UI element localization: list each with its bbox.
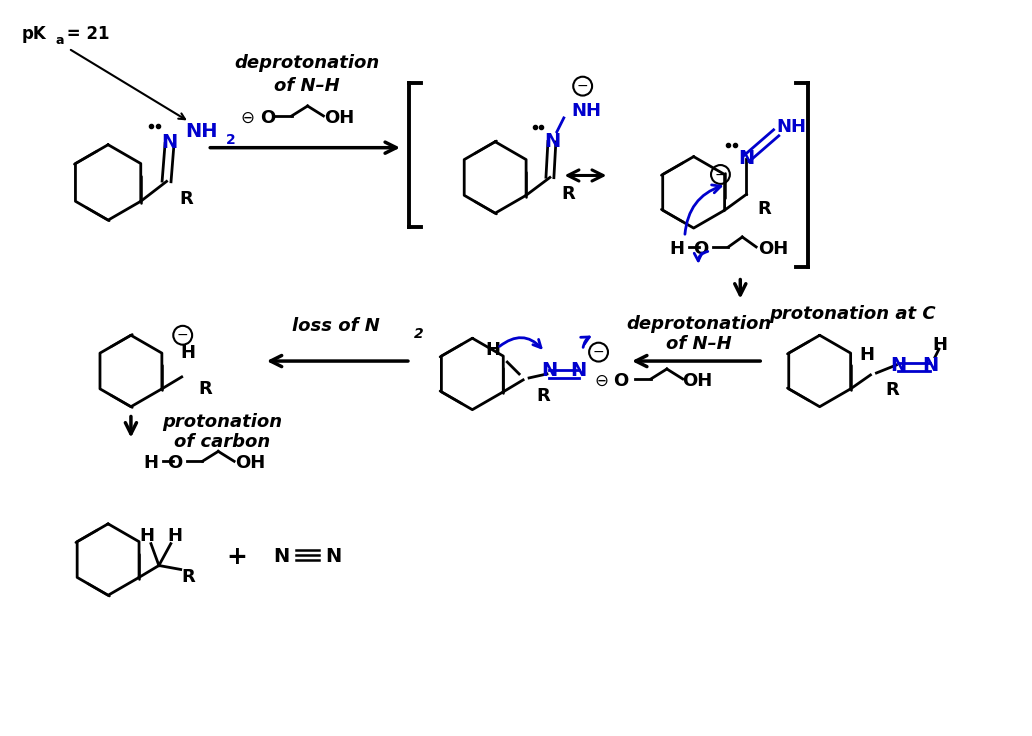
- Text: NH: NH: [185, 122, 218, 141]
- Text: N: N: [544, 132, 560, 151]
- Text: H: H: [486, 341, 501, 359]
- Text: NH: NH: [776, 118, 806, 136]
- Text: O: O: [260, 109, 276, 127]
- Text: OH: OH: [235, 454, 265, 473]
- Text: H: H: [181, 344, 195, 362]
- Text: N: N: [541, 361, 557, 381]
- Text: N: N: [325, 547, 342, 566]
- Text: N: N: [273, 547, 290, 566]
- Text: OH: OH: [324, 109, 354, 127]
- Text: H: H: [859, 346, 874, 364]
- Text: protonation: protonation: [162, 413, 283, 431]
- Text: +: +: [227, 545, 248, 569]
- Text: of carbon: of carbon: [174, 434, 270, 451]
- Text: R: R: [757, 200, 771, 218]
- Text: deprotonation: deprotonation: [234, 54, 379, 72]
- Text: R: R: [180, 191, 193, 208]
- Text: pK: pK: [22, 24, 46, 43]
- Text: loss of N: loss of N: [292, 317, 381, 336]
- Text: = 21: = 21: [62, 24, 110, 43]
- Text: OH: OH: [757, 240, 788, 258]
- Text: of N–H: of N–H: [273, 77, 340, 95]
- Text: R: R: [885, 381, 899, 399]
- Text: a: a: [56, 34, 64, 47]
- Text: ⊖: ⊖: [594, 372, 608, 390]
- Text: N: N: [161, 133, 178, 152]
- Text: N: N: [738, 149, 754, 168]
- Text: −: −: [714, 168, 727, 182]
- Text: R: R: [536, 387, 550, 405]
- Text: OH: OH: [682, 372, 713, 390]
- Text: −: −: [577, 79, 588, 93]
- Text: NH: NH: [572, 102, 602, 120]
- Text: H: H: [143, 454, 158, 473]
- Text: protonation at C: protonation at C: [769, 305, 936, 323]
- Text: of N–H: of N–H: [666, 335, 732, 353]
- Text: R: R: [561, 185, 575, 203]
- Text: deprotonation: deprotonation: [626, 315, 771, 333]
- Text: H: H: [167, 527, 183, 545]
- Text: H: H: [139, 527, 155, 545]
- Text: O: O: [614, 372, 628, 390]
- Text: H: H: [670, 240, 684, 258]
- Text: 2: 2: [226, 132, 236, 146]
- Text: −: −: [176, 328, 189, 342]
- Text: N: N: [922, 355, 938, 375]
- Text: O: O: [167, 454, 183, 473]
- Text: R: R: [182, 568, 195, 587]
- Text: H: H: [933, 336, 947, 354]
- Text: R: R: [199, 380, 213, 398]
- Text: N: N: [571, 361, 587, 381]
- Text: −: −: [592, 345, 605, 359]
- Text: 2: 2: [414, 328, 423, 342]
- Text: ⊖: ⊖: [240, 109, 254, 127]
- Text: N: N: [891, 355, 906, 375]
- Text: O: O: [692, 240, 708, 258]
